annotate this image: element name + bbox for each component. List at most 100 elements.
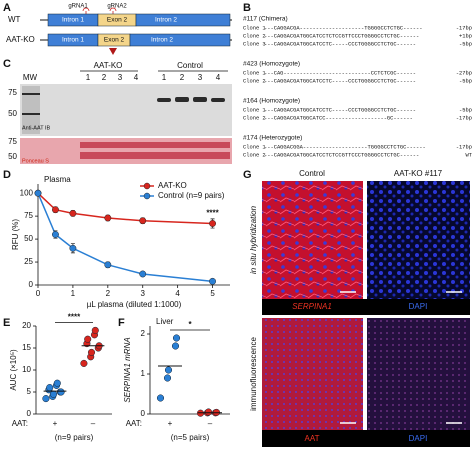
deletion-marker [109,48,117,55]
point [53,379,61,387]
clone-name: Clone 2 [243,115,266,121]
panel-g: G Control AAT-KO #117 SERPINA1 DAPI AAT … [243,169,470,447]
point [52,231,59,238]
y-tick-label: 0 [29,280,34,289]
row-label: AAT-KO [6,35,35,44]
y-tick-label: 2 [141,329,146,338]
y-tick-label: 10 [22,365,31,374]
y-axis-label: RFU (%) [11,219,20,250]
ladder [22,86,40,134]
legend-label: AAT-KO [158,181,187,190]
blot-label: Anti-AAT IB [22,125,51,131]
micrograph [367,318,470,430]
y-tick-label: 100 [20,188,34,197]
lane-label: 1 [86,73,91,82]
point [104,261,112,269]
x-tick-label: 3 [141,289,146,298]
row-label: WT [8,15,21,24]
clone-name: Clone 1 [243,144,266,150]
scale-bars [340,291,462,424]
row-label: in situ hybridization [249,205,258,274]
point [91,326,99,334]
micrograph [262,318,363,430]
x-axis-label: µL plasma (diluted 1:1000) [87,300,182,309]
point [171,342,180,350]
x-tick-label: – [91,419,96,428]
clone-sequence: ---CAGGACGATGGCATCCTC-----CCCTGGGGCCTCTG… [264,78,416,84]
panel-c: C MW AAT-KO Control 1 2 3 4 1 2 3 4 Anti… [3,58,232,164]
clone-name: Clone 1 [243,107,266,113]
region-label: Exon 2 [104,37,125,44]
row-label: immunofluorescence [249,337,258,411]
clone-sequence: ---CAGGACGA--------------------TGGGGCCTC… [264,25,423,31]
y-tick-label: 25 [24,257,33,266]
clone-sequence: ---CAGGACGATGGCATCCTC-----CCCTGGGGCCTCTG… [264,41,416,47]
annotation: **** [68,313,81,322]
x-tick-label: 4 [175,289,180,298]
caption: SERPINA1 [292,302,332,311]
marker-label: 75 [8,137,17,146]
annotation: * [188,320,192,329]
legend-label: Control (n=9 pairs) [158,191,225,200]
group-label: AAT: [12,419,28,428]
lane-label: 3 [198,73,203,82]
clone-sequence: ---CAGGACGATGGCATCCTCTCCGTTCCCTGGGGCCTCT… [264,33,419,39]
grna-icon [82,7,117,16]
panel-label: F [118,317,125,329]
region-label: Intron 2 [155,17,177,24]
clone-change: WT [466,152,473,158]
point [84,335,92,343]
panel-label: C [3,58,11,70]
y-axis-label: AUC (×10⁵) [9,349,18,391]
region-label: Intron 1 [62,17,84,24]
intron [129,33,231,47]
y-axis-label: SERPINA1 mRNA [123,337,132,402]
point [69,209,77,217]
caption: DAPI [409,434,428,443]
region-label: Intron 2 [151,37,173,44]
legend-marker [143,192,151,200]
clone-change: -17bp [456,25,472,31]
region-label: Intron 1 [62,37,84,44]
clone-group-title: #117 (Chimera) [243,16,288,23]
clone-group-title: #174 (Heterozygote) [243,135,302,142]
panel-label: B [243,2,251,14]
point [209,220,216,227]
clone-name: Clone 2 [243,78,266,84]
caption-bar [262,430,470,447]
micrograph [262,181,363,299]
y-tick-label: 1 [141,369,146,378]
marker-label: 75 [8,88,17,97]
clone-change: -17bp [456,144,472,150]
clone-sequence: ---CAGGACGGA--------------------TGGGGCCT… [264,144,426,150]
caption: DAPI [409,302,428,311]
y-tick-label: 50 [24,234,33,243]
x-tick-label: + [168,419,173,428]
lane-label: 3 [118,73,123,82]
point [209,277,216,285]
region-label: Exon 2 [107,17,128,24]
lane-label: 2 [180,73,185,82]
point [163,374,172,382]
point [164,366,173,374]
marker-label: 50 [8,109,17,118]
micrograph [367,181,470,299]
x-tick-label: 1 [71,289,76,298]
clone-change: -5bp [459,78,472,84]
stain-bands [80,142,230,159]
point [42,395,50,403]
point [80,359,88,367]
clone-name: Clone 2 [243,152,266,158]
marker-label: 50 [8,152,17,161]
point [156,394,165,402]
column-label: AAT-KO #117 [394,169,443,178]
series-line [37,192,213,283]
clone-change: -5bp [459,107,472,113]
y-tick-label: 0 [141,409,146,418]
panel-label: A [3,2,11,14]
bands [22,93,225,115]
series-line [37,192,213,225]
column-label: Control [299,169,325,178]
clone-name: Clone 1 [243,25,266,31]
